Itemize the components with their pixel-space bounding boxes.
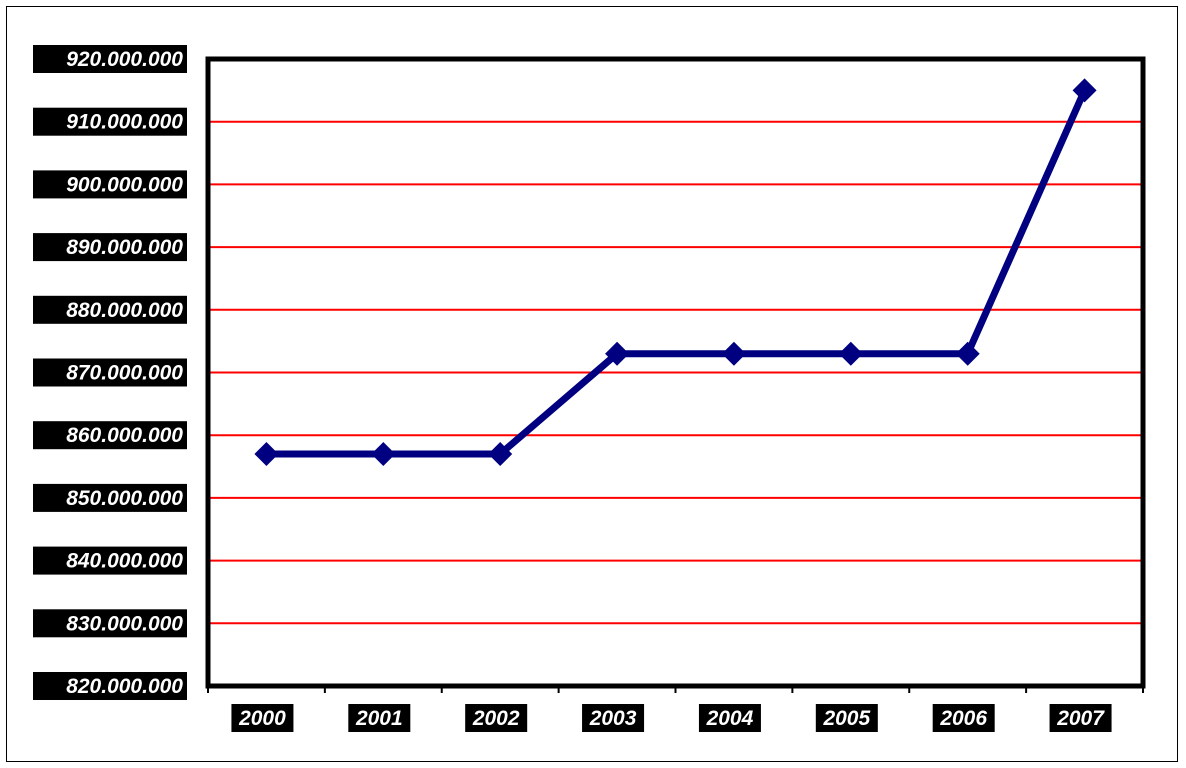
x-tick-label-background <box>1049 704 1112 732</box>
y-tick-label-group: 850.000.000 <box>33 483 187 512</box>
y-tick-labels: 820.000.000 830.000.000 840.000.000 850.000… <box>33 45 187 700</box>
y-tick-label-background <box>33 233 187 262</box>
y-tick-label: 830.000.000 <box>66 612 183 635</box>
data-point-marker <box>838 341 863 366</box>
x-tick-label-group: 2000 <box>231 704 294 732</box>
y-tick-label: 920.000.000 <box>66 48 183 71</box>
y-tick-label-background <box>33 107 187 136</box>
data-point-marker <box>1072 78 1097 103</box>
x-tick-label: 2002 <box>472 707 520 730</box>
y-tick-label-group: 830.000.000 <box>33 609 187 638</box>
x-tick-label: 2000 <box>238 707 286 730</box>
y-tick-label-background <box>33 295 187 324</box>
y-tick-label-group: 870.000.000 <box>33 358 187 387</box>
x-tick-label: 2005 <box>822 707 870 730</box>
y-tick-label-group: 820.000.000 <box>33 672 187 700</box>
x-tick-label-group: 2004 <box>698 704 761 732</box>
x-tick-label-group: 2007 <box>1049 704 1112 732</box>
x-tick-label-background <box>231 704 294 732</box>
x-tick-label: 2007 <box>1056 707 1105 730</box>
x-tick-label-background <box>465 704 528 732</box>
x-tick-label-group: 2003 <box>582 704 645 732</box>
y-tick-label: 850.000.000 <box>66 487 183 510</box>
y-tick-label-background <box>33 483 187 512</box>
y-tick-label-background <box>33 45 187 73</box>
y-tick-label: 900.000.000 <box>66 173 183 196</box>
x-tick-label: 2004 <box>706 707 754 730</box>
chart-frame <box>6 6 1178 762</box>
data-point-marker <box>488 442 513 467</box>
y-tick-label: 880.000.000 <box>66 299 183 322</box>
y-tick-label-group: 880.000.000 <box>33 295 187 324</box>
data-point-marker <box>254 442 279 467</box>
data-point-marker <box>371 442 396 467</box>
data-point-marker <box>605 341 630 366</box>
y-tick-label-background <box>33 546 187 575</box>
x-tick-label-background <box>582 704 645 732</box>
series-line <box>262 86 1089 458</box>
y-tick-label: 910.000.000 <box>66 111 183 134</box>
x-tick-label-group: 2006 <box>932 704 995 732</box>
x-tick-label-background <box>815 704 878 732</box>
y-tick-label-group: 840.000.000 <box>33 546 187 575</box>
y-tick-label-group: 890.000.000 <box>33 233 187 262</box>
y-tick-label-background <box>33 421 187 450</box>
series-layer <box>254 78 1097 467</box>
y-tick-label: 870.000.000 <box>66 362 183 385</box>
gridlines <box>208 120 1143 625</box>
y-tick-label-background <box>33 672 187 700</box>
x-tick-label: 2001 <box>355 707 403 730</box>
y-tick-label-group: 900.000.000 <box>33 170 187 199</box>
y-tick-label-group: 920.000.000 <box>33 45 187 73</box>
y-tick-label: 860.000.000 <box>66 424 183 447</box>
y-tick-label-background <box>33 170 187 199</box>
x-tick-label-background <box>698 704 761 732</box>
x-tick-labels: 2000 2001 2002 2003 2004 2005 2006 2007 <box>231 704 1112 732</box>
axes <box>205 56 1146 693</box>
y-tick-label-background <box>33 358 187 387</box>
y-tick-label-group: 860.000.000 <box>33 421 187 450</box>
x-tick-label-group: 2005 <box>815 704 878 732</box>
y-tick-label: 820.000.000 <box>66 675 183 698</box>
x-tick-label: 2003 <box>589 707 637 730</box>
x-tick-label-background <box>348 704 411 732</box>
y-tick-label-background <box>33 609 187 638</box>
data-point-marker <box>721 341 746 366</box>
data-point-marker <box>955 341 980 366</box>
x-tick-label: 2006 <box>939 707 987 730</box>
y-tick-label-group: 910.000.000 <box>33 107 187 136</box>
y-tick-label: 840.000.000 <box>66 550 183 573</box>
x-tick-label-background <box>932 704 995 732</box>
x-tick-label-group: 2001 <box>348 704 411 732</box>
x-tick-label-group: 2002 <box>465 704 528 732</box>
y-tick-label: 890.000.000 <box>66 236 183 259</box>
